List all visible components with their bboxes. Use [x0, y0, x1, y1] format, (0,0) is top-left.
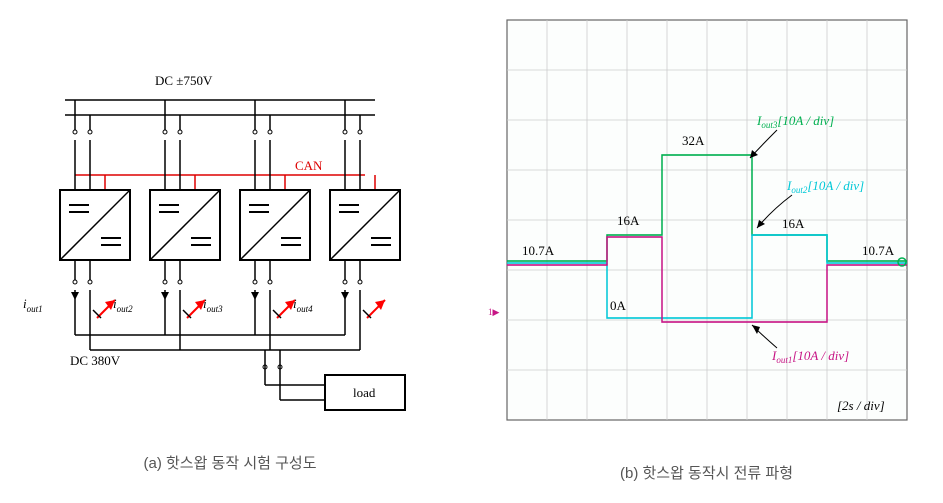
annot-16A-left: 16A: [617, 213, 640, 228]
svg-text:1▶: 1▶: [488, 307, 500, 317]
annot-32A: 32A: [682, 133, 705, 148]
converter-module-1: iout1: [23, 100, 130, 350]
panel-b-caption: (b) 핫스왑 동작시 전류 파형: [620, 462, 793, 483]
annot-16A-right: 16A: [782, 216, 805, 231]
annot-10-7A-right: 10.7A: [862, 243, 895, 258]
iout3-label: iout3: [203, 296, 223, 314]
scope-svg: Iout3[10A / div] Iout2[10A / div] Iout1[…: [482, 10, 932, 450]
xdiv-label: [2s / div]: [837, 398, 885, 413]
annot-10-7A-left: 10.7A: [522, 243, 555, 258]
panel-b-scope: Iout3[10A / div] Iout2[10A / div] Iout1[…: [480, 10, 933, 493]
bottom-rail-label: DC 380V: [70, 353, 121, 368]
schematic-svg: DC ±750V CAN: [15, 70, 445, 440]
iout2-label: iout2: [113, 296, 133, 314]
panel-a-schematic: DC ±750V CAN: [10, 10, 450, 493]
probe-icon: [363, 300, 385, 318]
annot-0A: 0A: [610, 298, 627, 313]
probe-icon: [273, 300, 295, 318]
load-label: load: [353, 385, 376, 400]
probe-icon: [93, 300, 115, 318]
iout4-label: iout4: [293, 296, 313, 314]
can-label: CAN: [295, 158, 323, 173]
iout1-label: iout1: [23, 296, 43, 314]
top-rail-label: DC ±750V: [155, 73, 213, 88]
probe-icon: [183, 300, 205, 318]
panel-a-caption: (a) 핫스왑 동작 시험 구성도: [143, 452, 316, 473]
